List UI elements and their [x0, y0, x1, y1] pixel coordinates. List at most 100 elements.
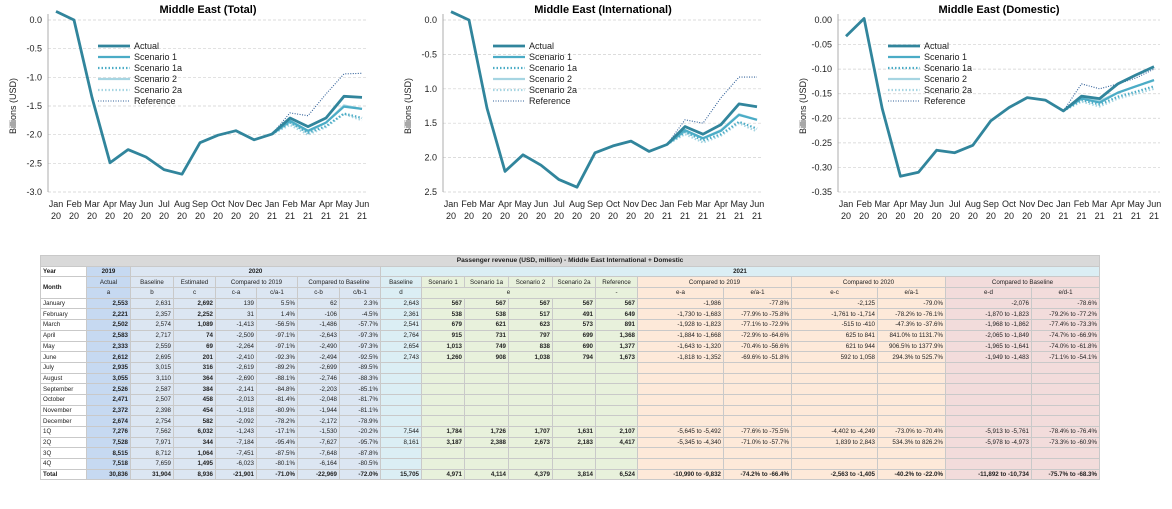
table-cell: -1,643 to -1,320: [637, 340, 724, 353]
col-header: Baseline: [130, 276, 174, 289]
table-row: August 3,055 3,110 364 -2,690 -88.1% -2,746 -88…: [40, 372, 1100, 385]
col-header: Estimated: [173, 276, 216, 289]
legend-label: Reference: [529, 96, 571, 106]
x-tick-label: Dec: [246, 199, 263, 209]
table-cell: [1031, 383, 1100, 395]
table-cell: [552, 393, 596, 406]
table-cell: -2,490: [297, 340, 340, 353]
x-tick-label: 20: [123, 211, 133, 221]
table-cell: [791, 447, 878, 460]
x-tick-label: May: [910, 199, 928, 209]
table-cell: 838: [508, 340, 553, 353]
table-row: February 2,221 2,357 2,252 31 1.4% -106 -4.5% 2,…: [40, 308, 1100, 321]
table-cell: [877, 458, 946, 470]
x-tick-label: 20: [895, 211, 905, 221]
x-tick-label: 20: [986, 211, 996, 221]
table-cell: 1,495: [173, 458, 216, 470]
table-cell: -88.1%: [256, 372, 298, 385]
table-cell: [945, 393, 1032, 406]
table-cell: -77.4% to -73.3%: [1031, 319, 1100, 331]
x-tick-label: Apr: [319, 199, 333, 209]
table-cell: -7,648: [297, 447, 340, 460]
x-tick-label: Jan: [265, 199, 280, 209]
table-caption: Passenger revenue (USD, million) - Middl…: [40, 255, 1100, 267]
table-cell: [945, 372, 1032, 385]
table-cell: -89.5%: [339, 361, 381, 374]
col-letter: e-c: [791, 287, 878, 299]
col-letter: c/a-1: [256, 287, 298, 299]
table-cell: [464, 393, 509, 406]
table-cell: 4,114: [464, 468, 509, 481]
table-row: 2Q 7,528 7,971 344 -7,184 -95.4% -7,627 -95.7% 8…: [40, 436, 1100, 449]
table-cell: 1,784: [421, 426, 465, 438]
x-tick-label: Feb: [282, 199, 298, 209]
table-cell: -2,643: [297, 329, 340, 342]
x-tick-label: 20: [590, 211, 600, 221]
x-tick-label: Oct: [1002, 199, 1017, 209]
table-cell: -71.0% to -57.7%: [723, 436, 792, 449]
table-cell: -11,892 to -10,734: [945, 468, 1032, 481]
series-line-actual: [55, 10, 363, 176]
x-tick-label: 20: [644, 211, 654, 221]
table-cell: [637, 447, 724, 460]
table-cell: -78.2%: [256, 415, 298, 427]
table-cell: 2.3%: [339, 297, 381, 310]
table-cell: 8,712: [130, 447, 174, 460]
table-cell: 201: [173, 351, 216, 363]
legend-label: Scenario 2a: [134, 85, 182, 95]
table-cell: 384: [173, 383, 216, 395]
col-header: Scenario 2a: [552, 276, 596, 289]
table-cell: [508, 404, 553, 417]
table-cell: -92.3%: [256, 351, 298, 363]
table-cell: [877, 393, 946, 406]
col-letter: e/a-1: [877, 287, 946, 299]
series-line-scenario-2a: [271, 112, 363, 136]
table-cell: 2,654: [380, 340, 422, 353]
table-cell: [1031, 415, 1100, 427]
x-tick-label: 20: [464, 211, 474, 221]
x-tick-label: 21: [734, 211, 744, 221]
table-cell: [945, 415, 1032, 427]
table-cell: 2,357: [130, 308, 174, 321]
y-axis-label: Billions (USD): [8, 78, 18, 134]
legend-label: Scenario 1a: [529, 63, 577, 73]
table-cell: -17.1%: [256, 426, 298, 438]
legend-label: Scenario 2: [134, 74, 177, 84]
table-cell: 69: [173, 340, 216, 353]
x-tick-label: 21: [716, 211, 726, 221]
table-cell: 1,707: [508, 426, 553, 438]
table-cell: [595, 415, 638, 427]
table-cell: -70.4% to -56.6%: [723, 340, 792, 353]
table-cell: -2,699: [297, 361, 340, 374]
table-cell: -2,563 to -1,405: [791, 468, 878, 481]
table-cell: [637, 393, 724, 406]
series-line-scenario-2a: [1062, 87, 1155, 112]
table-cell: [508, 361, 553, 374]
table-cell: -81.7%: [339, 393, 381, 406]
table-cell: -5,913 to -5,761: [945, 426, 1032, 438]
x-tick-label: 21: [1113, 211, 1123, 221]
x-tick-label: 20: [213, 211, 223, 221]
table-cell: 3,055: [86, 372, 131, 385]
table-cell: -81.4%: [256, 393, 298, 406]
x-tick-label: 21: [1095, 211, 1105, 221]
table-cell: 1,839 to 2,843: [791, 436, 878, 449]
y-tick-label: -2.0: [26, 130, 42, 140]
legend-label: Scenario 1a: [924, 63, 972, 73]
table-cell: -81.1%: [339, 404, 381, 417]
table-cell: 15,705: [380, 468, 422, 481]
table-cell: -1,986: [637, 297, 724, 310]
year-2021: 2021: [380, 265, 1100, 278]
table-cell: [508, 415, 553, 427]
table-cell: 1Q: [40, 426, 87, 438]
table-cell: 74: [173, 329, 216, 342]
col-letter: e-a: [637, 287, 724, 299]
series-line-reference: [666, 76, 757, 145]
table-cell: -1,870 to -1,823: [945, 308, 1032, 321]
table-cell: -79.0%: [877, 297, 946, 310]
col-letter: -: [595, 287, 638, 299]
x-tick-label: 20: [554, 211, 564, 221]
table-cell: 2,398: [130, 404, 174, 417]
y-tick-label: -0.5: [26, 44, 42, 54]
table-cell: 31: [215, 308, 257, 321]
